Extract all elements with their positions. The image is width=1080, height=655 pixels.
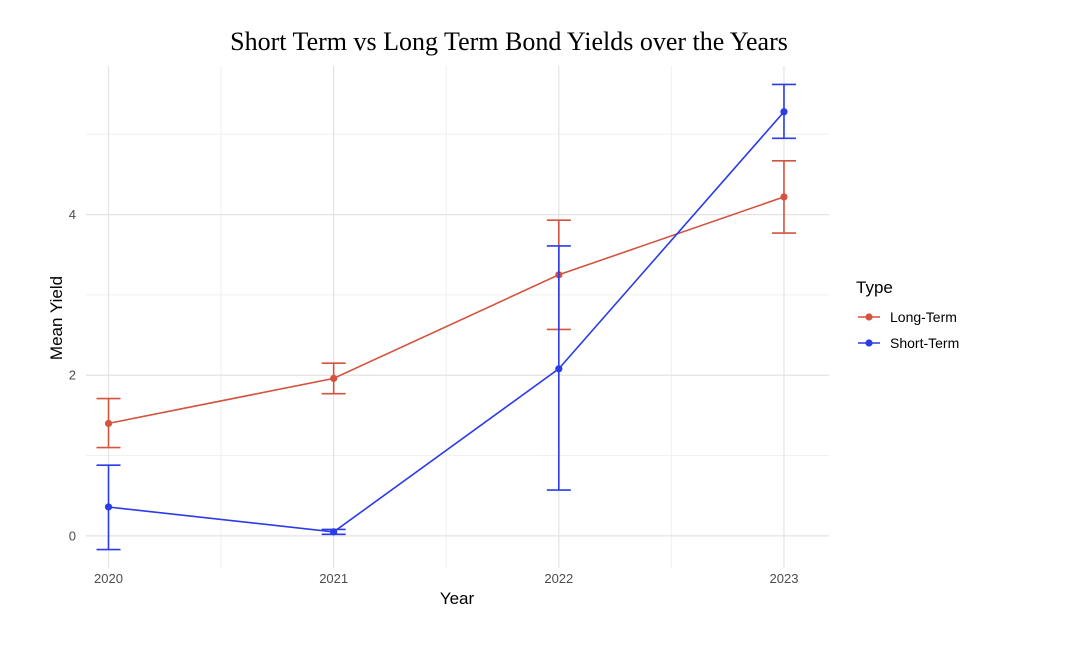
y-tick-label: 2 [69,368,76,383]
series-layer [96,83,796,551]
legend-item-long-term: Long-Term [858,309,957,325]
legend-item-short-term: Short-Term [858,335,959,351]
data-point-long-term [780,193,788,201]
data-point-short-term [780,108,788,116]
data-point-short-term [104,503,113,511]
legend-label: Long-Term [890,309,957,325]
series-line-long-term [108,196,785,425]
y-tick-label: 4 [69,207,76,222]
legend-title: Type [856,278,893,297]
data-point-long-term [104,419,113,428]
series-line-short-term [108,111,785,533]
x-axis-title: Year [440,589,475,608]
data-point-short-term [555,365,563,373]
y-tick-label: 0 [69,528,76,543]
y-axis-title: Mean Yield [47,276,66,360]
legend-label: Short-Term [890,335,959,351]
series-short-term [96,83,796,551]
chart-title: Short Term vs Long Term Bond Yields over… [230,27,788,56]
data-point-long-term [330,374,338,383]
legend-key-point [865,313,873,321]
series-long-term [96,159,796,449]
x-tick-label: 2022 [544,571,573,586]
data-point-short-term [330,528,338,536]
legend-key-point [865,339,873,347]
legend: Type Long-Term Short-Term [856,278,959,351]
x-tick-label: 2020 [94,571,123,586]
axis-layer: Short Term vs Long Term Bond Yields over… [47,27,798,608]
x-tick-label: 2023 [770,571,799,586]
x-tick-label: 2021 [319,571,348,586]
grid-layer [86,66,829,568]
